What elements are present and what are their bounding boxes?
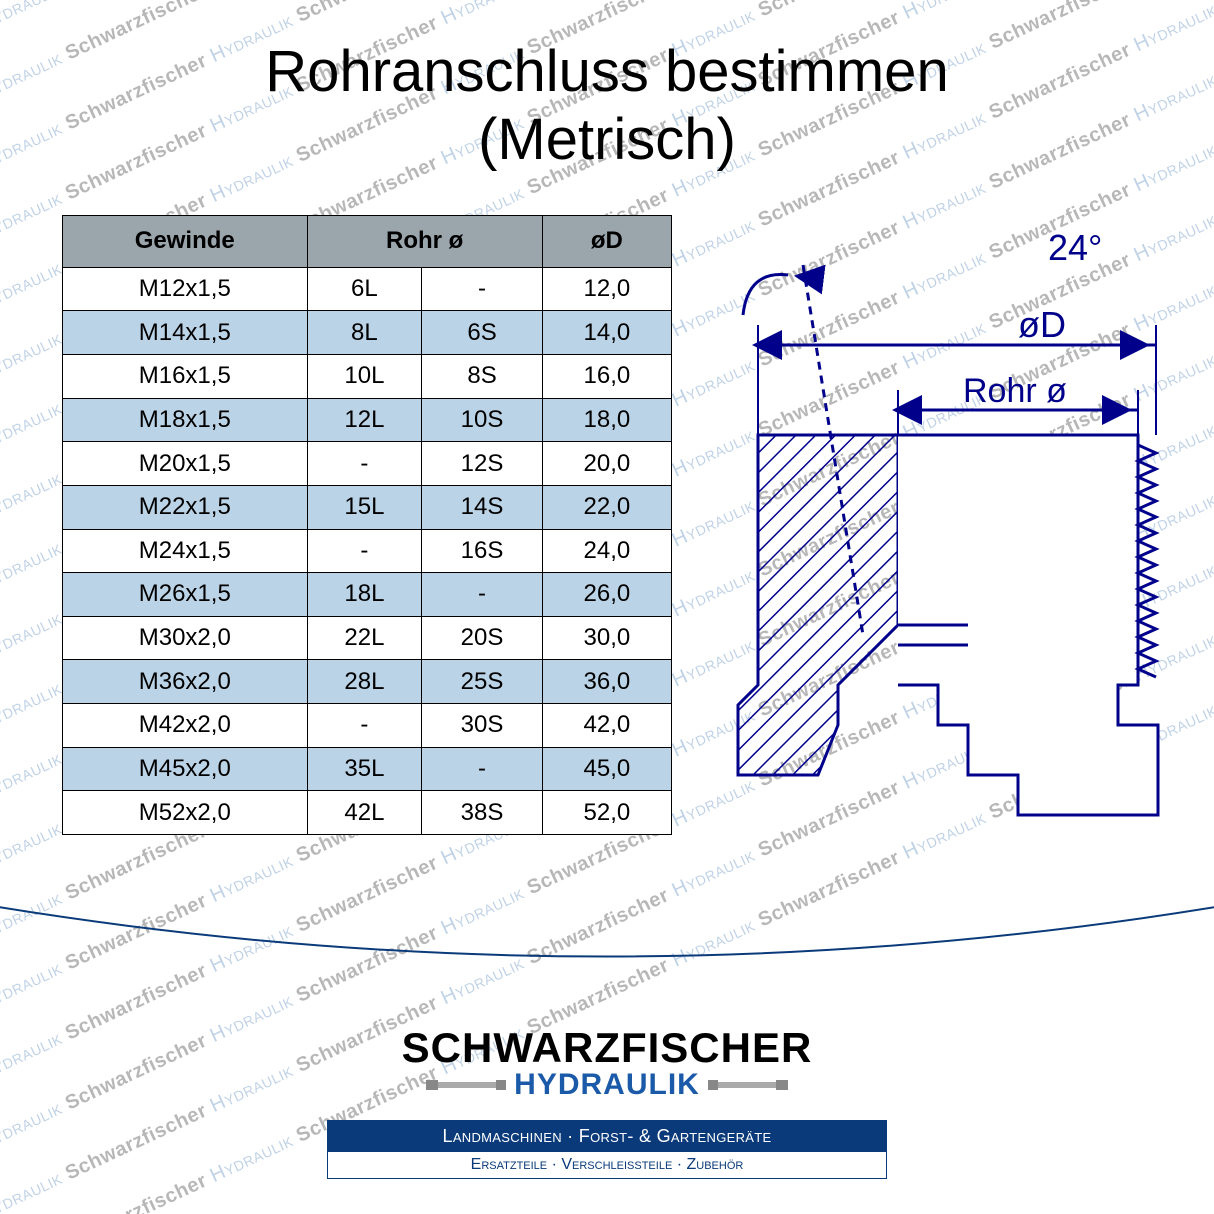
table-cell: -: [307, 529, 422, 573]
table-cell: 16,0: [542, 355, 671, 399]
bolt-icon-right: [708, 1077, 788, 1093]
table-row: M45x2,035L-45,0: [63, 747, 672, 791]
table-cell: -: [422, 267, 543, 311]
table-header: Rohr ø: [307, 215, 542, 267]
table-cell: 6L: [307, 267, 422, 311]
table-cell: M52x2,0: [63, 791, 308, 835]
table-cell: 6S: [422, 311, 543, 355]
table-row: M16x1,510L8S16,0: [63, 355, 672, 399]
sizing-table: GewindeRohr øøD M12x1,56L-12,0M14x1,58L6…: [62, 215, 672, 835]
table-cell: 12L: [307, 398, 422, 442]
table-cell: 36,0: [542, 660, 671, 704]
table-row: M14x1,58L6S14,0: [63, 311, 672, 355]
table-row: M36x2,028L25S36,0: [63, 660, 672, 704]
table-cell: 16S: [422, 529, 543, 573]
table-cell: 8L: [307, 311, 422, 355]
dim-outer: øD: [1018, 304, 1066, 345]
table-cell: M26x1,5: [63, 573, 308, 617]
table-cell: M45x2,0: [63, 747, 308, 791]
table-cell: 42L: [307, 791, 422, 835]
fitting-diagram: 24° øD Rohr ø: [712, 215, 1184, 835]
table-cell: M16x1,5: [63, 355, 308, 399]
table-cell: M18x1,5: [63, 398, 308, 442]
dim-inner: Rohr ø: [963, 372, 1067, 410]
table-cell: M42x2,0: [63, 703, 308, 747]
table-cell: 30S: [422, 703, 543, 747]
tagline-box: Landmaschinen · Forst- & Gartengeräte Er…: [327, 1120, 887, 1179]
page-title: Rohranschluss bestimmen (Metrisch): [0, 0, 1214, 175]
table-cell: 35L: [307, 747, 422, 791]
table-cell: 18,0: [542, 398, 671, 442]
table-cell: 8S: [422, 355, 543, 399]
table-cell: -: [422, 573, 543, 617]
table-cell: 22,0: [542, 485, 671, 529]
table-cell: 24,0: [542, 529, 671, 573]
tagline-bottom: Ersatzteile · Verschleißteile · Zubehör: [328, 1152, 886, 1178]
table-row: M52x2,042L38S52,0: [63, 791, 672, 835]
table-cell: 28L: [307, 660, 422, 704]
table-row: M26x1,518L-26,0: [63, 573, 672, 617]
table-cell: M24x1,5: [63, 529, 308, 573]
table-cell: 15L: [307, 485, 422, 529]
table-cell: -: [307, 442, 422, 486]
table-cell: 38S: [422, 791, 543, 835]
table-row: M24x1,5-16S24,0: [63, 529, 672, 573]
table-cell: 26,0: [542, 573, 671, 617]
table-row: M22x1,515L14S22,0: [63, 485, 672, 529]
table-row: M42x2,0-30S42,0: [63, 703, 672, 747]
table-cell: 42,0: [542, 703, 671, 747]
table-cell: 12S: [422, 442, 543, 486]
table-row: M18x1,512L10S18,0: [63, 398, 672, 442]
table-cell: M22x1,5: [63, 485, 308, 529]
table-cell: 18L: [307, 573, 422, 617]
table-cell: M30x2,0: [63, 616, 308, 660]
title-line-2: (Metrisch): [478, 107, 736, 172]
table-cell: 12,0: [542, 267, 671, 311]
bolt-icon-left: [426, 1077, 506, 1093]
table-header: Gewinde: [63, 215, 308, 267]
table-row: M30x2,022L20S30,0: [63, 616, 672, 660]
table-cell: 30,0: [542, 616, 671, 660]
table-cell: M14x1,5: [63, 311, 308, 355]
angle-label: 24°: [1048, 227, 1102, 268]
table-cell: 10S: [422, 398, 543, 442]
table-cell: 20,0: [542, 442, 671, 486]
table-cell: 25S: [422, 660, 543, 704]
table-cell: 14,0: [542, 311, 671, 355]
table-row: M12x1,56L-12,0: [63, 267, 672, 311]
table-cell: M12x1,5: [63, 267, 308, 311]
table-cell: M20x1,5: [63, 442, 308, 486]
table-cell: -: [307, 703, 422, 747]
table-cell: 45,0: [542, 747, 671, 791]
table-cell: 20S: [422, 616, 543, 660]
table-cell: 10L: [307, 355, 422, 399]
footer: SCHWARZFISCHER HYDRAULIK Landmaschinen ·…: [0, 1024, 1214, 1179]
divider-arc: [0, 899, 1214, 979]
table-cell: 22L: [307, 616, 422, 660]
tagline-top: Landmaschinen · Forst- & Gartengeräte: [328, 1121, 886, 1152]
table-cell: M36x2,0: [63, 660, 308, 704]
table-cell: 14S: [422, 485, 543, 529]
title-line-1: Rohranschluss bestimmen: [265, 39, 948, 104]
table-row: M20x1,5-12S20,0: [63, 442, 672, 486]
table-cell: 52,0: [542, 791, 671, 835]
table-header: øD: [542, 215, 671, 267]
table-cell: -: [422, 747, 543, 791]
brand-main: SCHWARZFISCHER: [0, 1024, 1214, 1072]
brand-sub: HYDRAULIK: [514, 1068, 700, 1102]
